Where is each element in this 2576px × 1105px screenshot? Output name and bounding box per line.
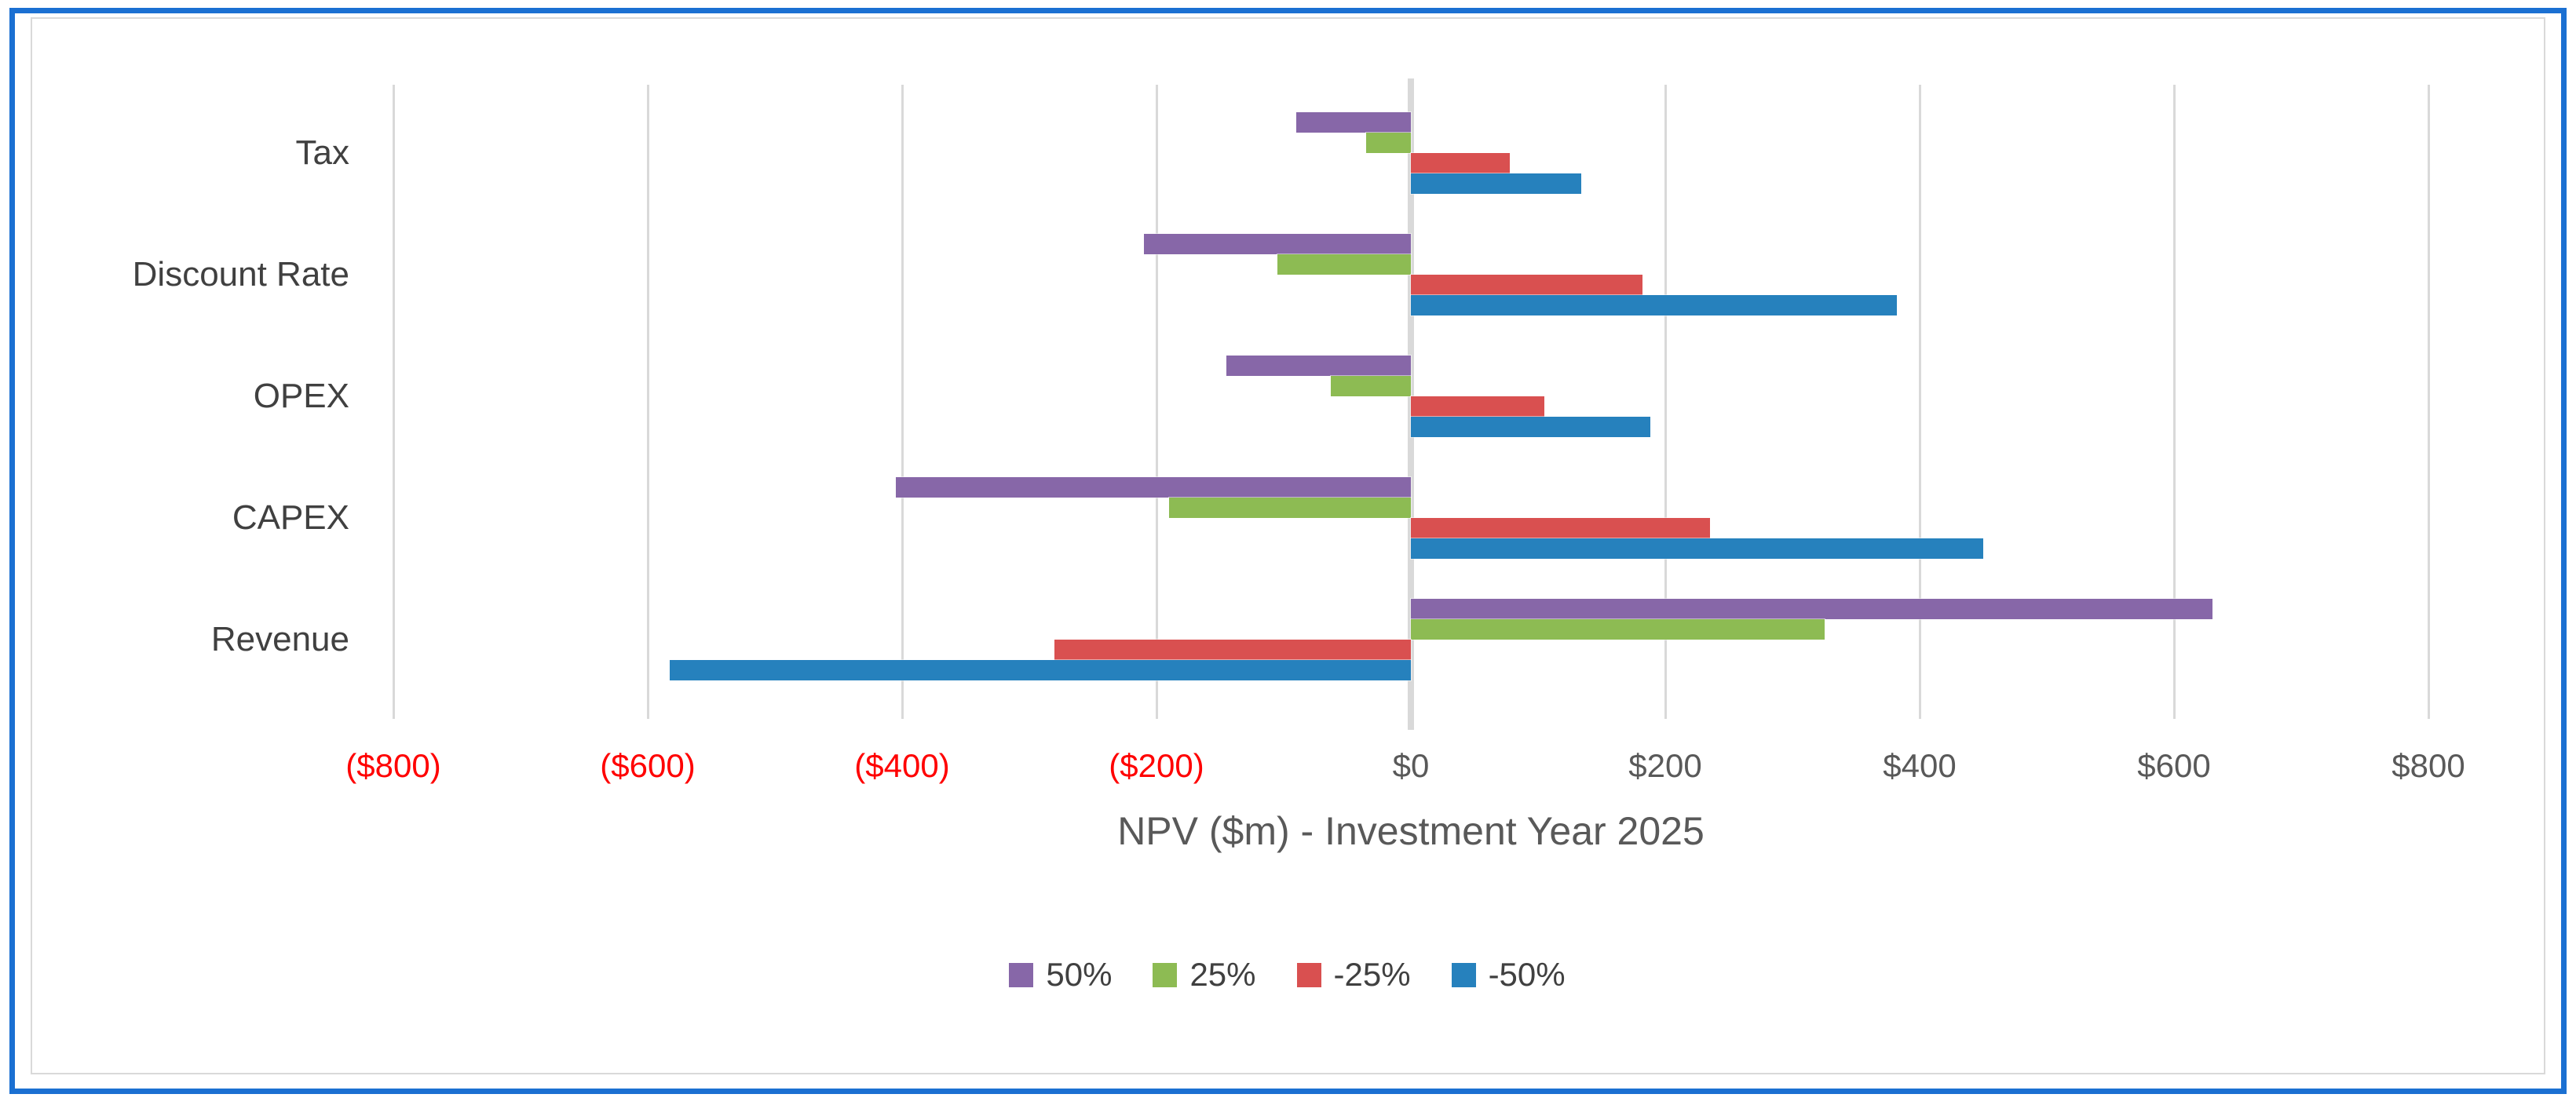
bar-revenue-50% [1411,599,2212,619]
bar-discount-rate-50% [1143,234,1411,254]
x-tick-label: ($400) [854,747,950,784]
chart-plot-background [31,17,2545,1074]
bar-revenue--25% [1054,640,1411,660]
x-tick-label: ($200) [1109,747,1204,784]
category-label-discount-rate: Discount Rate [132,255,349,294]
bar-tax-50% [1296,112,1411,133]
bar-tax--25% [1411,153,1511,173]
gridline [1918,85,1921,719]
legend-swatch [1153,962,1178,987]
gridline [392,85,395,719]
legend-item-neg50pct: -50% [1451,956,1566,994]
bar-capex-25% [1169,498,1411,518]
bar-revenue-25% [1411,619,1825,640]
category-label-opex: OPEX [253,377,349,415]
bar-capex--50% [1411,538,1983,559]
bar-discount-rate-25% [1277,254,1411,275]
x-tick-label: ($800) [345,747,441,784]
legend-label: 25% [1189,956,1256,993]
x-tick-label: $200 [1628,747,1702,784]
x-tick-label: $800 [2391,747,2465,784]
x-tick-label: $400 [1883,747,1957,784]
legend-swatch [1451,962,1476,987]
bar-opex--25% [1411,396,1545,417]
gridline [2427,85,2430,719]
category-label-revenue: Revenue [210,620,349,658]
legend-label: 50% [1046,956,1113,993]
bar-tax--50% [1411,173,1582,194]
legend-label: -50% [1488,956,1566,993]
legend-item-neg25pct: -25% [1296,956,1411,994]
x-tick-label: ($600) [600,747,696,784]
bar-discount-rate--50% [1411,295,1897,315]
x-tick-label: $0 [1392,747,1430,784]
bar-capex-50% [895,477,1411,498]
chart-legend: 50% 25% -25% -50% [31,956,2544,994]
x-tick-label: $600 [2137,747,2211,784]
bar-opex-25% [1330,376,1411,396]
gridline [2172,85,2176,719]
gridline [1664,85,1667,719]
bar-revenue--50% [669,660,1411,680]
legend-item-25pct: 25% [1153,956,1256,994]
bar-opex--50% [1411,417,1650,437]
category-label-capex: CAPEX [232,498,349,537]
bar-discount-rate--25% [1411,275,1642,295]
category-label-tax: Tax [295,133,349,172]
legend-label: -25% [1333,956,1411,993]
bar-capex--25% [1411,518,1710,538]
gridline [901,85,904,719]
bar-tax-25% [1366,133,1411,153]
legend-item-50pct: 50% [1009,956,1112,994]
x-axis-title: NPV ($m) - Investment Year 2025 [1117,809,1705,853]
gridline [646,85,649,719]
gridline [1155,85,1158,719]
legend-swatch [1009,962,1034,987]
legend-swatch [1296,962,1321,987]
bar-opex-50% [1226,356,1411,376]
